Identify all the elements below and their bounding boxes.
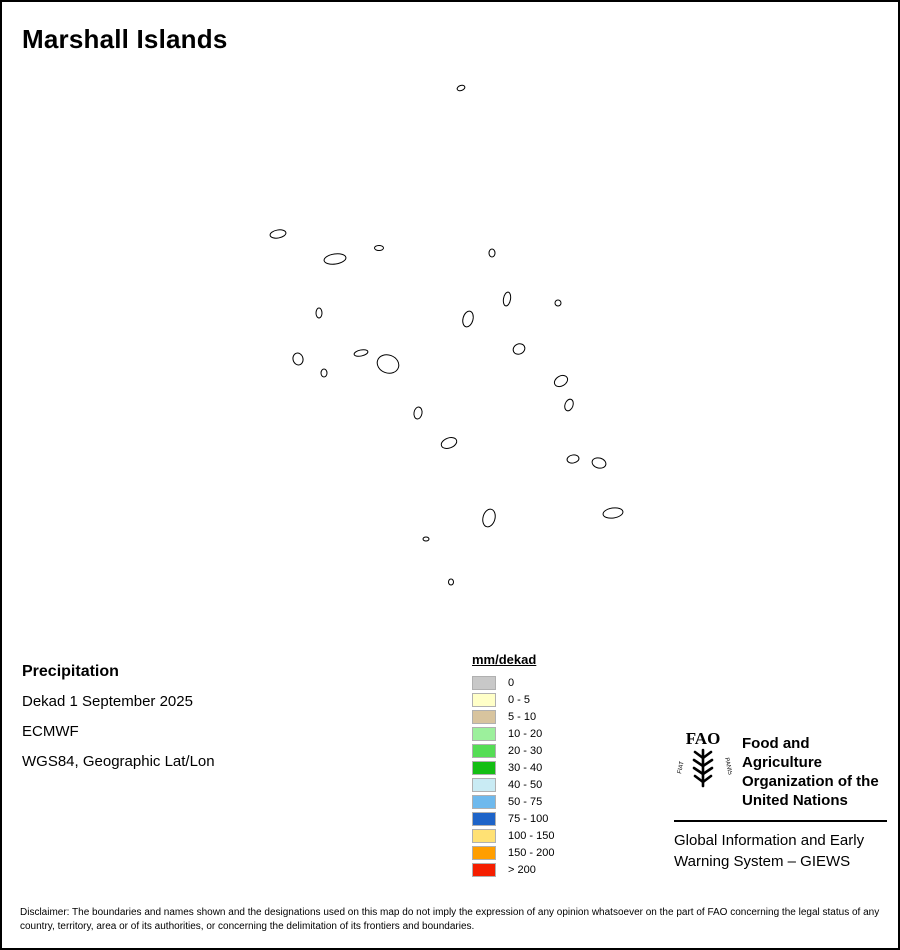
- legend-label: 40 - 50: [508, 778, 543, 791]
- legend-row: 0: [472, 674, 554, 691]
- legend-row: 150 - 200: [472, 844, 554, 861]
- legend: mm/dekad 0 0 - 5 5 - 10 10 - 20 20 - 30 30 - …: [472, 652, 554, 878]
- legend-swatch: [472, 675, 496, 690]
- giews-line: Global Information and Early: [674, 832, 865, 849]
- island-outline: [292, 352, 304, 366]
- legend-label: 5 - 10: [508, 710, 537, 723]
- legend-label: 150 - 200: [508, 846, 555, 859]
- island-outline: [554, 299, 562, 307]
- legend-label: > 200: [508, 863, 536, 876]
- island-outline: [488, 248, 496, 258]
- island-outline: [482, 508, 496, 528]
- legend-swatch: [472, 862, 496, 877]
- legend-title: mm/dekad: [472, 652, 537, 667]
- fao-motto-left: FIAT: [677, 761, 686, 775]
- legend-label: 75 - 100: [508, 812, 549, 825]
- island-outline: [602, 507, 624, 519]
- island-outline: [376, 354, 400, 374]
- legend-row: 40 - 50: [472, 776, 554, 793]
- legend-row: 20 - 30: [472, 742, 554, 759]
- giews-line: Warning System – GIEWS: [674, 853, 851, 870]
- island-outline: [564, 398, 574, 412]
- info-heading: Precipitation: [22, 663, 119, 680]
- legend-swatch: [472, 760, 496, 775]
- island-outline: [502, 291, 512, 307]
- legend-label: 20 - 30: [508, 744, 543, 757]
- legend-swatch: [472, 709, 496, 724]
- legend-row: 0 - 5: [472, 691, 554, 708]
- legend-swatch: [472, 743, 496, 758]
- legend-swatch: [472, 845, 496, 860]
- wheat-ear-icon: [692, 748, 714, 788]
- legend-row: 30 - 40: [472, 759, 554, 776]
- island-outlines-group: [269, 84, 624, 586]
- fao-org-line: Food and Agriculture: [742, 735, 823, 771]
- fao-logo-icon: FAO FIAT PANIS: [677, 729, 732, 788]
- island-outline: [456, 84, 466, 92]
- island-outline: [315, 307, 323, 319]
- island-outline: [353, 349, 369, 357]
- island-outline: [566, 454, 580, 464]
- legend-row: 50 - 75: [472, 793, 554, 810]
- island-outline: [323, 253, 347, 265]
- legend-label: 30 - 40: [508, 761, 543, 774]
- island-outline: [553, 374, 569, 388]
- legend-row: 10 - 20: [472, 725, 554, 742]
- legend-row: 75 - 100: [472, 810, 554, 827]
- disclaimer-text: Disclaimer: The boundaries and names sho…: [20, 907, 880, 932]
- island-outline: [448, 578, 454, 586]
- island-outline: [440, 437, 458, 449]
- fao-logo-text: FAO: [686, 729, 721, 748]
- legend-swatch: [472, 828, 496, 843]
- legend-row: 100 - 150: [472, 827, 554, 844]
- island-outline: [413, 406, 423, 420]
- legend-label: 100 - 150: [508, 829, 555, 842]
- legend-label: 10 - 20: [508, 727, 543, 740]
- legend-label: 0: [508, 676, 515, 689]
- fao-org-line: Organization of the: [742, 773, 879, 790]
- fao-motto-right: PANIS: [723, 757, 732, 775]
- info-source: ECMWF: [22, 723, 79, 740]
- legend-swatch: [472, 692, 496, 707]
- legend-swatch: [472, 726, 496, 741]
- island-outline: [320, 368, 328, 378]
- legend-swatch: [472, 811, 496, 826]
- fao-org-name: Food and Agriculture Organization of the…: [742, 728, 889, 810]
- fao-block: FAO FIAT PANIS Food and Agriculture: [674, 728, 889, 872]
- island-outline: [269, 229, 287, 239]
- island-outline: [591, 457, 607, 469]
- fao-org-line: United Nations: [742, 792, 848, 809]
- giews-label: Global Information and Early Warning Sys…: [674, 830, 889, 872]
- island-outline: [422, 536, 430, 542]
- legend-swatch: [472, 777, 496, 792]
- island-outline: [374, 245, 384, 251]
- map-info-block: Precipitation Dekad 1 September 2025 ECM…: [22, 657, 215, 777]
- info-dekad: Dekad 1 September 2025: [22, 693, 193, 710]
- island-outline: [512, 343, 526, 355]
- legend-label: 50 - 75: [508, 795, 543, 808]
- info-projection: WGS84, Geographic Lat/Lon: [22, 753, 215, 770]
- legend-swatch: [472, 794, 496, 809]
- legend-row: 5 - 10: [472, 708, 554, 725]
- legend-rows: 0 0 - 5 5 - 10 10 - 20 20 - 30 30 - 40 40 - 50…: [472, 674, 554, 878]
- legend-row: > 200: [472, 861, 554, 878]
- page-title: Marshall Islands: [22, 24, 228, 54]
- island-outline: [462, 310, 474, 328]
- fao-divider: [674, 820, 887, 822]
- legend-label: 0 - 5: [508, 693, 531, 706]
